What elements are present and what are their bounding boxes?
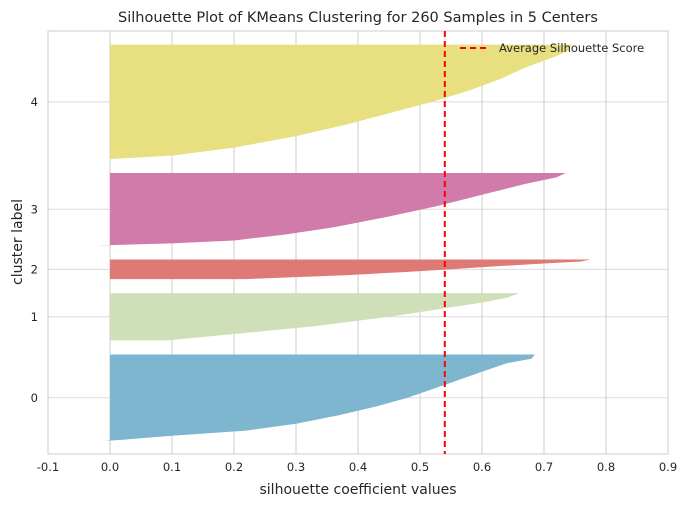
x-tick-label: 0.7 — [535, 460, 553, 474]
cluster-1-fill — [110, 293, 520, 341]
x-tick-label: 0.2 — [225, 460, 243, 474]
x-tick-label: 0.8 — [597, 460, 615, 474]
x-tick-label: 0.5 — [411, 460, 429, 474]
cluster-0-fill — [103, 354, 535, 441]
x-tick-label: 0.3 — [287, 460, 305, 474]
x-tick-label: 0.6 — [473, 460, 491, 474]
x-tick-label: 0.1 — [163, 460, 181, 474]
cluster-2-fill — [110, 259, 591, 280]
cluster-fills — [97, 44, 591, 441]
legend-label: Average Silhouette Score — [499, 41, 644, 55]
x-tick-label: 0.9 — [659, 460, 677, 474]
x-tick-label: -0.1 — [37, 460, 59, 474]
legend: Average Silhouette Score — [460, 41, 644, 55]
x-tick-label: 0.4 — [349, 460, 367, 474]
y-tick-label: 0 — [31, 391, 38, 405]
y-tick-label: 4 — [31, 95, 38, 109]
x-axis-title: silhouette coefficient values — [260, 482, 457, 498]
y-ticks: 0 1 2 3 4 — [31, 95, 38, 405]
chart-title: Silhouette Plot of KMeans Clustering for… — [118, 10, 598, 26]
y-tick-label: 2 — [31, 262, 38, 276]
y-tick-label: 3 — [31, 202, 38, 216]
cluster-4-fill — [110, 44, 572, 160]
y-tick-label: 1 — [31, 310, 38, 324]
x-tick-label: 0.0 — [101, 460, 119, 474]
cluster-3-fill — [97, 173, 566, 246]
y-axis-title: cluster label — [10, 199, 26, 285]
x-ticks: -0.1 0.0 0.1 0.2 0.3 0.4 0.5 0.6 0.7 0.8 0.9 — [37, 460, 677, 474]
